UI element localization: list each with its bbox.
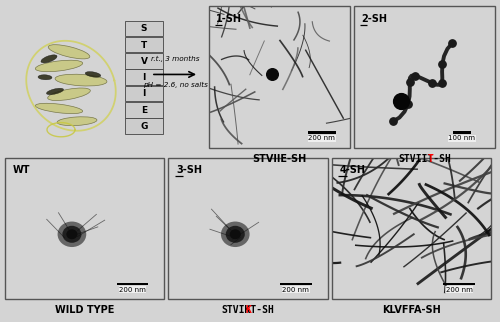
- Point: [448, 41, 456, 46]
- Ellipse shape: [85, 71, 101, 77]
- Text: T: T: [428, 154, 433, 164]
- Text: r.t., 3 months: r.t., 3 months: [151, 56, 200, 62]
- Point: [396, 99, 404, 104]
- Bar: [308, 131, 336, 134]
- Text: V: V: [140, 57, 147, 66]
- Ellipse shape: [230, 229, 241, 239]
- Ellipse shape: [36, 103, 82, 114]
- Bar: [116, 283, 148, 285]
- Text: 2-SH: 2-SH: [361, 14, 387, 24]
- Ellipse shape: [41, 55, 57, 63]
- Text: 100 nm: 100 nm: [448, 135, 475, 141]
- Point: [390, 118, 398, 124]
- Bar: [280, 283, 312, 285]
- Ellipse shape: [48, 88, 90, 100]
- Text: KLVFFA-SH: KLVFFA-SH: [382, 305, 440, 315]
- Text: G: G: [140, 122, 147, 131]
- Text: E: E: [141, 106, 147, 115]
- Point: [428, 80, 436, 86]
- Ellipse shape: [48, 45, 90, 59]
- Bar: [125, 37, 163, 52]
- Bar: [125, 102, 163, 118]
- Text: K: K: [245, 305, 251, 315]
- Text: STVIKT-SH: STVIKT-SH: [222, 305, 274, 315]
- Text: 200 nm: 200 nm: [119, 287, 146, 293]
- Text: WT: WT: [13, 165, 30, 175]
- Bar: [443, 283, 475, 285]
- Ellipse shape: [221, 222, 250, 247]
- Bar: [125, 118, 163, 134]
- Point: [438, 62, 446, 67]
- Bar: [125, 21, 163, 36]
- Point: [404, 102, 412, 107]
- Point: [406, 80, 413, 85]
- Text: 200 nm: 200 nm: [308, 135, 335, 141]
- Point: [411, 73, 419, 78]
- Ellipse shape: [66, 229, 78, 239]
- Ellipse shape: [62, 226, 82, 243]
- Ellipse shape: [36, 60, 82, 72]
- Ellipse shape: [58, 222, 86, 247]
- Ellipse shape: [57, 117, 97, 126]
- Bar: [125, 70, 163, 85]
- Ellipse shape: [55, 74, 107, 86]
- Text: pH = 2.6, no salts: pH = 2.6, no salts: [142, 81, 208, 88]
- Bar: [125, 86, 163, 101]
- Text: I: I: [142, 90, 146, 99]
- Text: STVIIT-SH: STVIIT-SH: [398, 154, 451, 164]
- Ellipse shape: [226, 226, 245, 243]
- Text: 1-SH: 1-SH: [216, 14, 242, 24]
- Text: 4-SH: 4-SH: [340, 165, 365, 175]
- Text: STVIIE-SH: STVIIE-SH: [252, 154, 306, 164]
- Bar: [125, 53, 163, 69]
- Point: [268, 72, 276, 77]
- Bar: [452, 131, 471, 134]
- Text: 200 nm: 200 nm: [282, 287, 309, 293]
- Text: 3-SH: 3-SH: [176, 165, 203, 175]
- Text: 200 nm: 200 nm: [446, 287, 472, 293]
- Ellipse shape: [38, 75, 52, 80]
- Text: T: T: [141, 41, 147, 50]
- Text: S: S: [141, 24, 147, 33]
- Point: [438, 80, 446, 85]
- Ellipse shape: [46, 88, 64, 95]
- Text: WILD TYPE: WILD TYPE: [55, 305, 114, 315]
- Text: I: I: [142, 73, 146, 82]
